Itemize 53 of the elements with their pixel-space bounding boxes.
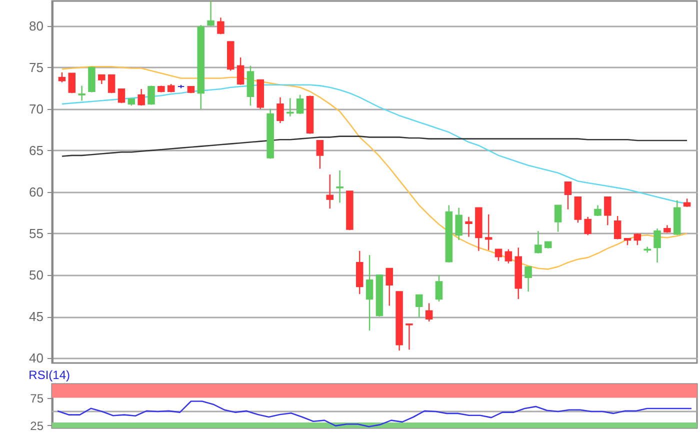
candlestick <box>524 266 532 292</box>
candlestick <box>336 170 344 204</box>
line-series <box>56 400 692 428</box>
y-tick-label: 50 <box>29 267 44 282</box>
candlestick <box>286 98 294 118</box>
candlestick <box>425 302 433 322</box>
candlestick <box>118 88 126 104</box>
candlestick <box>108 74 116 94</box>
y-tick-label: 65 <box>29 142 44 158</box>
y-tick-label: 55 <box>29 226 44 241</box>
candlestick <box>296 94 304 115</box>
candlestick <box>207 1 214 27</box>
candlestick <box>494 248 502 262</box>
candlestick <box>68 72 76 94</box>
candlestick <box>564 181 572 210</box>
candlestick <box>366 254 374 332</box>
candlestick <box>594 204 602 217</box>
candlestick <box>217 17 224 35</box>
candlestick <box>584 216 592 236</box>
candlestick <box>654 228 661 264</box>
candlestick <box>326 174 334 210</box>
candlestick <box>236 56 244 86</box>
y-tick-label: 75 <box>30 391 44 406</box>
chart-title: RSI(14) <box>28 368 70 382</box>
y-tick-label: 25 <box>30 418 44 433</box>
y-tick-label: 45 <box>29 309 44 324</box>
candlestick <box>58 72 66 83</box>
y-tick-label: 70 <box>29 101 44 116</box>
candlestick <box>98 74 106 85</box>
y-tick-label: 75 <box>29 60 44 75</box>
candlestick <box>614 215 622 240</box>
line-series <box>61 136 688 157</box>
candlestick <box>534 230 542 254</box>
candlestick <box>484 214 492 251</box>
candlestick <box>148 85 155 106</box>
candlestick <box>554 204 562 232</box>
candlestick <box>604 196 612 226</box>
candlestick <box>78 85 86 102</box>
candlestick <box>386 268 394 306</box>
candlestick <box>416 294 423 318</box>
candlestick <box>504 248 512 264</box>
candlestick <box>316 140 324 170</box>
candlestick <box>138 88 145 106</box>
y-tick-label: 80 <box>29 18 44 34</box>
y-tick-label: 60 <box>29 184 44 200</box>
candlestick <box>574 196 582 224</box>
candlestick <box>455 207 462 241</box>
candlestick <box>435 274 443 302</box>
candlestick <box>406 323 413 350</box>
candlestick <box>276 96 284 124</box>
y-tick-label: 40 <box>29 350 44 366</box>
candlestick <box>465 216 472 238</box>
candlestick <box>634 232 642 246</box>
